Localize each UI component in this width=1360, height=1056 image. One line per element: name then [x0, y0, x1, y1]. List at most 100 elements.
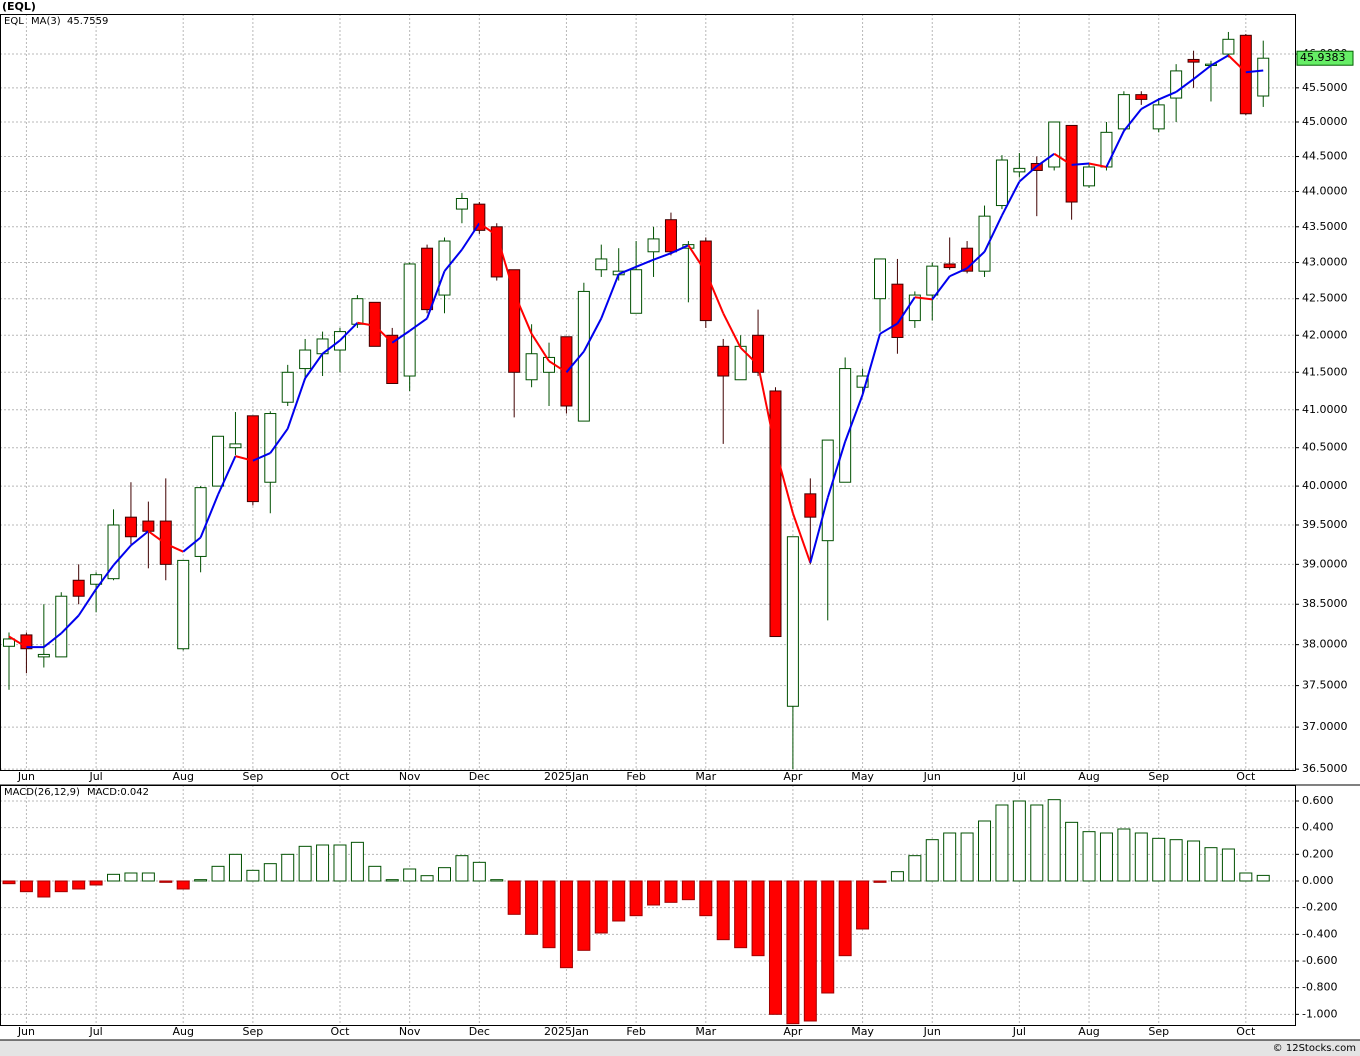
ma-line — [1227, 54, 1247, 73]
chart-title: (EQL) — [2, 0, 36, 13]
ma-line — [1105, 130, 1125, 168]
y-tick-label: 0.600 — [1302, 794, 1334, 807]
ma-line — [966, 251, 986, 270]
macd-bar — [455, 855, 469, 882]
x-tick-label: Jun — [923, 1025, 941, 1038]
ma-line — [165, 542, 184, 553]
y-tick-label: 39.0000 — [1302, 557, 1348, 570]
candle-body — [212, 435, 225, 487]
macd-bar — [1152, 837, 1166, 882]
ma-line — [653, 252, 672, 261]
macd-bar — [978, 820, 992, 882]
candle-body — [525, 353, 538, 381]
x-tick-label: Oct — [1236, 1025, 1256, 1038]
macd-bar — [2, 880, 16, 885]
macd-bar — [1065, 821, 1079, 882]
macd-bar — [141, 872, 155, 882]
x-tick-label: Aug — [1078, 770, 1099, 783]
x-tick-label: Jun — [923, 770, 941, 783]
ma-line — [722, 312, 742, 349]
candle-body — [1117, 94, 1130, 130]
candle-body — [229, 443, 242, 449]
macd-bar — [577, 880, 591, 951]
x-tick-label: May — [851, 1025, 874, 1038]
plot-frame — [0, 14, 1296, 771]
footer-band — [0, 1040, 1360, 1056]
macd-bar — [316, 844, 330, 882]
candle-body — [107, 524, 120, 580]
macd-bar — [1169, 839, 1183, 882]
candle-body — [124, 516, 137, 538]
macd-bar — [281, 853, 295, 882]
candle-body — [299, 349, 312, 370]
candle-body — [386, 334, 399, 384]
y-tick-label: 0.200 — [1302, 847, 1334, 860]
y-tick-label: 40.5000 — [1302, 441, 1348, 454]
macd-bar — [333, 844, 347, 882]
macd-bar — [159, 880, 173, 883]
x-tick-label: Apr — [783, 1025, 803, 1038]
y-tick-label: 44.5000 — [1302, 150, 1348, 163]
candle-body — [874, 258, 886, 300]
ma-line — [147, 530, 167, 545]
x-tick-label: Aug — [1078, 1025, 1099, 1038]
x-tick-label: Jul — [1012, 770, 1026, 783]
y-tick-label: -0.200 — [1302, 901, 1337, 914]
ma-line — [77, 588, 97, 617]
x-tick-label: 2025Jan — [544, 770, 589, 783]
candle-body — [438, 240, 451, 296]
candle-body — [1152, 104, 1165, 130]
ma-line — [1001, 181, 1021, 216]
macd-bar — [542, 880, 556, 949]
candle-body — [717, 345, 730, 377]
x-tick-label: Sep — [1148, 1025, 1169, 1038]
ma-line — [600, 273, 620, 319]
candle-body — [699, 240, 712, 322]
x-tick-label: Nov — [399, 770, 421, 783]
y-tick-label: 45.5000 — [1302, 81, 1348, 94]
ma-line — [374, 325, 393, 344]
macd-bar — [403, 868, 417, 882]
x-tick-label: Jul — [88, 1025, 102, 1038]
candle-body — [595, 258, 608, 271]
y-tick-label: 41.5000 — [1302, 365, 1348, 378]
ma-line — [879, 322, 898, 335]
ma-line — [8, 635, 27, 648]
macd-bar — [298, 845, 312, 882]
candle-body — [264, 413, 277, 483]
ma-line — [826, 441, 847, 499]
macd-bar — [385, 879, 399, 882]
ma-line — [199, 494, 219, 538]
ma-line — [791, 512, 812, 564]
macd-bar — [925, 839, 939, 882]
x-tick-label: Sep — [243, 770, 264, 783]
ma-line — [896, 296, 916, 325]
y-tick-label: -0.600 — [1302, 954, 1337, 967]
ma-line — [1071, 162, 1090, 166]
ma-line — [704, 271, 725, 314]
macd-bar — [890, 871, 904, 882]
macd-bar — [1047, 799, 1061, 882]
y-tick-label: 40.0000 — [1302, 479, 1348, 492]
y-tick-label: 38.5000 — [1302, 597, 1348, 610]
macd-bar — [246, 869, 260, 882]
macd-bar — [107, 873, 121, 882]
y-tick-label: 42.5000 — [1302, 292, 1348, 305]
ma-line — [286, 377, 307, 429]
candle-body — [1013, 167, 1026, 173]
candle-body — [804, 493, 817, 518]
macd-bar — [1099, 832, 1113, 882]
plot-frame — [0, 785, 1296, 1026]
macd-bar — [438, 867, 451, 882]
candle-body — [1170, 70, 1183, 99]
ma-line — [513, 292, 533, 335]
ma-line — [1053, 152, 1073, 166]
ma-line — [914, 296, 933, 301]
ma-line — [1210, 54, 1229, 67]
macd-bar — [1134, 832, 1148, 882]
ma-line — [461, 222, 481, 251]
macd-bar — [786, 880, 800, 1025]
macd-bar — [594, 880, 608, 934]
y-tick-label: 45.0000 — [1302, 115, 1348, 128]
macd-bar — [943, 832, 957, 882]
